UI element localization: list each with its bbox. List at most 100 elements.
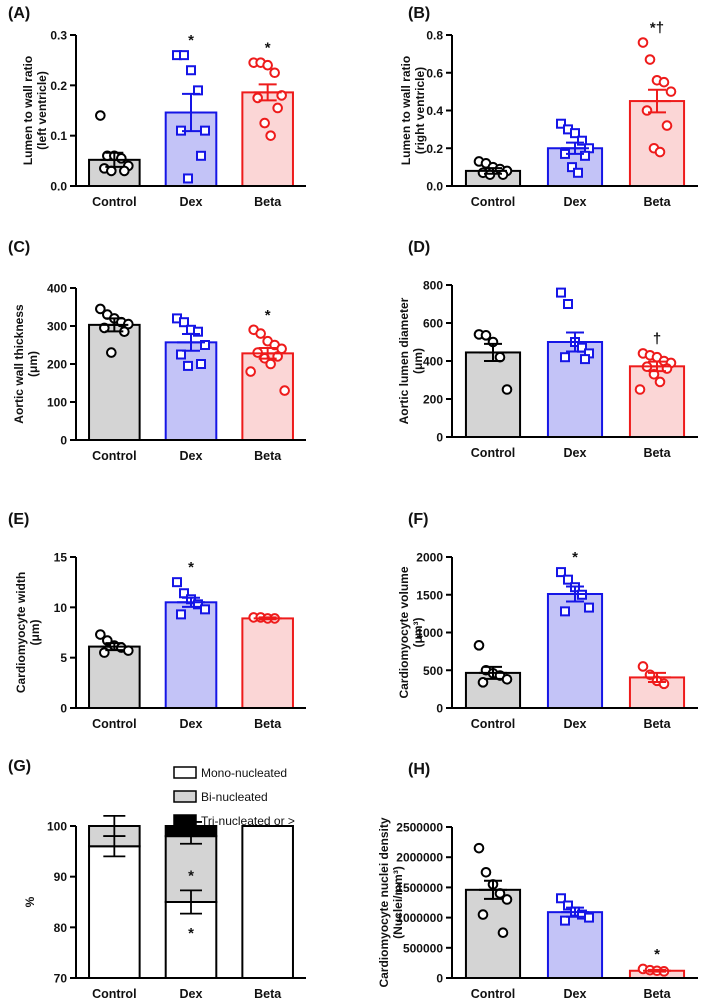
data-point-square [560,915,570,926]
data-point-square [172,577,182,588]
legend-label: Bi-nucleated [201,790,268,804]
data-point-circle [269,67,280,79]
stacked-segment-mono-nucleated [88,845,141,979]
data-point-square [573,167,583,178]
data-point-square [176,349,186,360]
y-tick-label: 400 [47,282,67,296]
y-axis-title: Cardiomyocyte width [14,572,28,693]
y-tick-label: 90 [54,870,68,884]
data-point-circle [265,130,276,141]
data-point-square [563,574,573,585]
y-tick-label: 200 [47,358,67,372]
x-tick-label: Dex [564,987,587,1000]
y-tick-label: 100 [47,820,67,834]
data-point-square [179,317,189,328]
x-tick-label: Control [92,449,136,463]
x-tick-label: Control [92,195,136,209]
x-tick-label: Control [471,195,515,209]
data-point-circle [658,678,670,690]
data-point-circle [95,303,106,315]
chart-panel-f: (F) Cardiomyocyte volume (μm³) Control Dex * B… [397,511,698,731]
y-axis-title: Lumen to wall ratio [21,56,35,165]
x-tick-label: Control [92,987,136,1000]
significance-label: * [265,307,271,324]
data-point-circle [661,120,673,131]
data-point-circle [265,358,276,370]
chart-panel-e: (E) Cardiomyocyte width (μm) Control Dex * Bet… [8,511,306,731]
legend-swatch [173,790,197,803]
x-tick-label: Dex [564,717,587,731]
y-tick-label: 0.0 [426,180,443,194]
x-tick-label: Beta [254,987,282,1000]
stacked-segment-mono-nucleated [241,825,294,979]
data-point-square [196,359,206,369]
significance-label: *† [650,20,664,37]
y-axis-title: (μm³) [411,617,425,647]
chart-panel-b: (B) Lumen to wall ratio (right ventricle) C… [399,5,698,209]
data-point-square [200,125,210,136]
data-point-circle [654,146,666,158]
panel-label: (G) [8,758,31,775]
y-axis-title: (right ventricle) [413,67,427,154]
y-tick-label: 70 [54,972,68,986]
data-point-circle [644,54,656,65]
x-tick-label: Control [471,717,515,731]
y-tick-label: 2500000 [396,821,443,835]
significance-label: * [188,868,194,885]
y-tick-label: 0 [436,972,443,986]
y-tick-label: 0.3 [50,29,67,43]
y-tick-label: 80 [54,921,68,935]
data-point-circle [501,894,513,905]
significance-label: † [653,330,661,347]
data-point-square [179,50,189,61]
data-point-square [556,567,566,578]
y-tick-label: 0.2 [426,142,443,156]
x-tick-label: Beta [643,195,671,209]
y-axis-title: Cardiomyocyte nuclei density [377,817,391,987]
y-axis-title: Cardiomyocyte volume [397,566,411,698]
data-point-square [570,128,580,139]
significance-label: * [188,32,194,49]
data-point-circle [477,677,489,688]
bar-control [464,888,522,979]
panel-label: (F) [408,511,428,528]
data-point-circle [497,927,509,939]
legend-label: Tri-nucleated or > [201,814,295,828]
y-tick-label: 1500 [416,588,443,602]
bar-beta [628,100,686,187]
x-tick-label: Control [471,987,515,1000]
legend-swatch [173,814,197,827]
x-tick-label: Dex [564,446,587,460]
data-point-circle [279,385,290,396]
y-tick-label: 600 [423,317,443,331]
significance-label: * [265,40,271,57]
y-tick-label: 0 [436,702,443,716]
data-point-circle [272,102,283,114]
panel-label: (E) [8,511,29,528]
data-point-circle [106,165,117,177]
x-tick-label: Dex [180,449,203,463]
y-axis-title: (Nuclei/mm³) [391,866,405,939]
data-point-square [577,135,587,146]
data-point-circle [648,369,660,380]
x-tick-label: Dex [180,717,203,731]
y-axis-title: % [23,896,37,907]
y-tick-label: 0.2 [50,79,67,93]
significance-label: * [654,946,660,963]
data-point-square [563,299,573,309]
x-tick-label: Beta [643,987,671,1000]
significance-label: * [188,925,194,942]
data-point-circle [480,867,492,878]
data-point-circle [665,86,677,97]
y-axis-title: (μm) [28,619,42,645]
y-tick-label: 500000 [403,941,443,955]
y-tick-label: 300 [47,320,67,334]
data-point-circle [262,59,273,71]
y-tick-label: 1000 [416,626,443,640]
data-point-circle [123,645,134,656]
x-tick-label: Dex [180,987,203,1000]
bar-control [88,645,141,709]
y-tick-label: 5 [60,651,67,665]
x-tick-label: Beta [643,446,671,460]
y-tick-label: 0.6 [426,66,443,80]
